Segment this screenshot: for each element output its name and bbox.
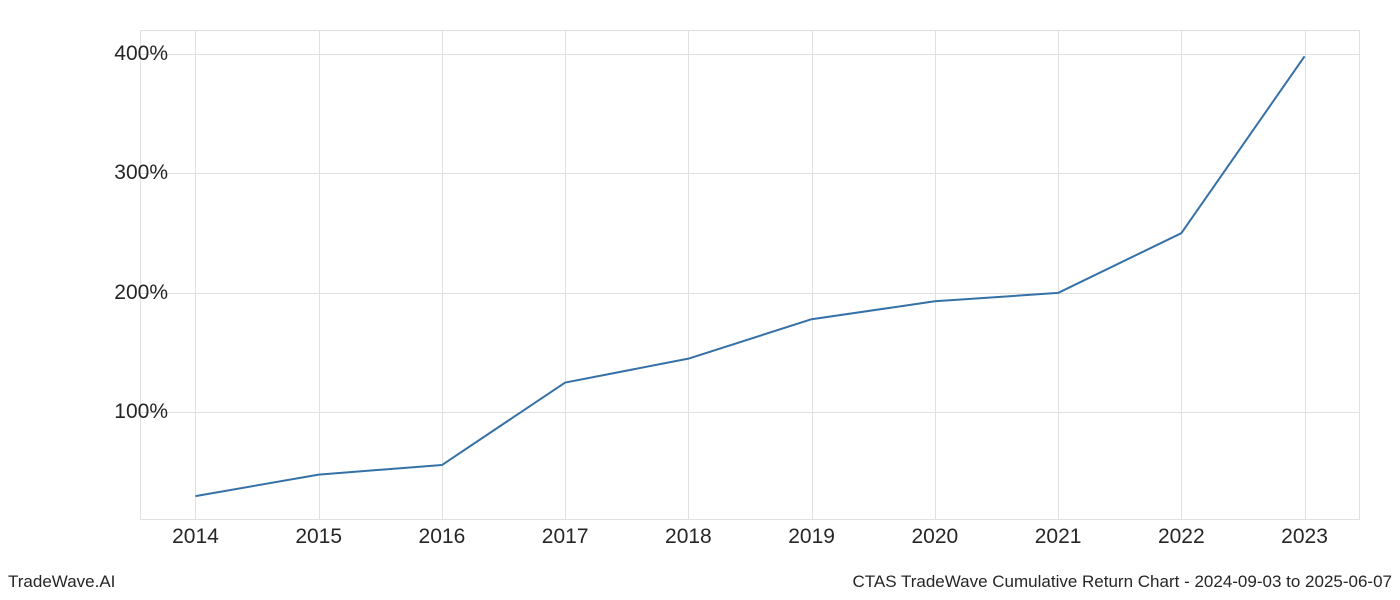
x-tick-label: 2020 xyxy=(911,525,958,549)
chart-plot-area xyxy=(140,30,1360,520)
x-tick-label: 2021 xyxy=(1035,525,1082,549)
x-tick-label: 2014 xyxy=(172,525,219,549)
y-tick-label: 300% xyxy=(68,161,168,185)
y-tick-label: 200% xyxy=(68,281,168,305)
x-tick-label: 2017 xyxy=(542,525,589,549)
data-line xyxy=(195,56,1304,496)
x-tick-label: 2016 xyxy=(419,525,466,549)
x-tick-label: 2022 xyxy=(1158,525,1205,549)
x-tick-label: 2023 xyxy=(1281,525,1328,549)
x-tick-label: 2015 xyxy=(295,525,342,549)
y-tick-label: 400% xyxy=(68,42,168,66)
footer-caption: CTAS TradeWave Cumulative Return Chart -… xyxy=(852,572,1392,592)
footer-brand: TradeWave.AI xyxy=(8,572,115,592)
x-tick-label: 2019 xyxy=(788,525,835,549)
y-tick-label: 100% xyxy=(68,400,168,424)
x-tick-label: 2018 xyxy=(665,525,712,549)
line-chart-svg xyxy=(140,30,1360,520)
